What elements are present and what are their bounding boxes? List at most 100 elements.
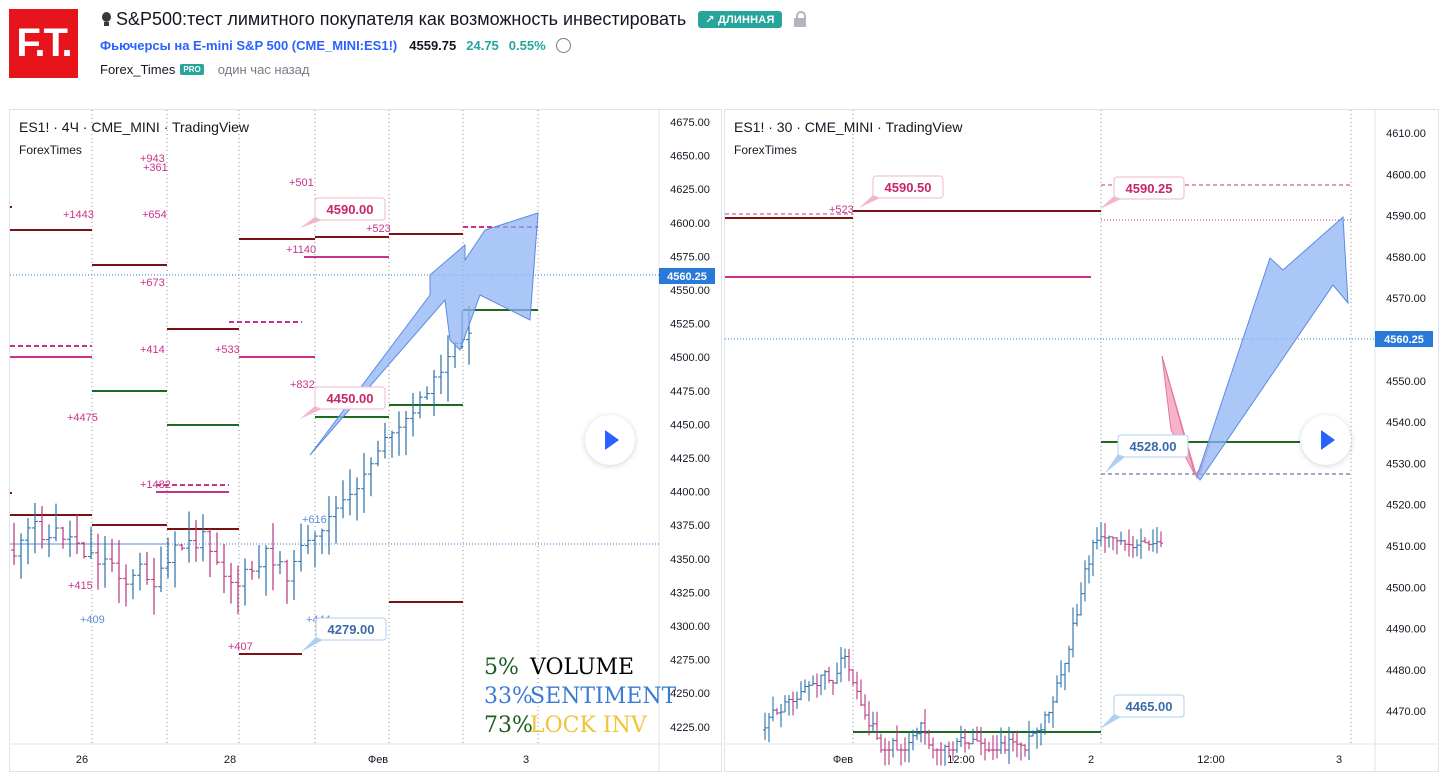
callout-4528[interactable]: 4528.00 [1105, 434, 1189, 473]
svg-text:4450.00: 4450.00 [327, 391, 374, 406]
price-tick: 4580.00 [1386, 252, 1426, 264]
svg-text:4590.00: 4590.00 [327, 202, 374, 217]
volume-label: +673 [140, 277, 165, 289]
callout-4590-25[interactable]: 4590.25 [1100, 176, 1185, 209]
volume-label: +616 [302, 514, 327, 526]
forecast-arrow-up [1196, 215, 1349, 481]
price-tick: 4500.00 [1386, 582, 1426, 594]
price-tick: 4590.00 [1386, 211, 1426, 223]
time-tick: 26 [76, 754, 88, 766]
volume-label: +654 [142, 209, 167, 221]
time-tick: Фев [368, 754, 388, 766]
forecast-arrow-up [309, 212, 539, 456]
chart-30m-legend: ES1! · 30 · CME_MINI · TradingView [734, 119, 963, 135]
svg-text:4590.50: 4590.50 [885, 180, 932, 195]
price-tick: 4550.00 [670, 285, 710, 297]
play-button-right[interactable] [1301, 415, 1351, 465]
svg-text:4465.00: 4465.00 [1126, 699, 1173, 714]
volume-label: +1443 [63, 209, 94, 221]
volume-label: +415 [68, 580, 93, 592]
symbol-change-pct: 0.55% [508, 38, 546, 53]
svg-text:4560.25: 4560.25 [667, 271, 707, 283]
symbol-row: Фьючерсы на E-mini S&P 500 (CME_MINI:ES1… [100, 38, 571, 53]
lock-icon [793, 11, 806, 27]
price-tick: 4500.00 [670, 352, 710, 364]
price-tick: 4250.00 [670, 688, 710, 700]
symbol-price: 4559.75 [409, 38, 457, 53]
volume-label: +832 [290, 379, 315, 391]
price-tick: 4540.00 [1386, 417, 1426, 429]
chart-4h[interactable]: +943 +361 +1443 +654 +501 +523 +1140 +673 +414 +5… [9, 109, 722, 772]
author-row: Forex_Times PRO один час назад [100, 62, 309, 77]
chart-30m-canvas[interactable]: 4590.50 4590.25 4528.00 4465.00 4610.00 4… [725, 110, 1438, 771]
volume-label: +361 [143, 162, 168, 174]
price-tick: 4510.00 [1386, 541, 1426, 553]
chart-4h-author: ForexTimes [19, 143, 82, 157]
price-tick: 4470.00 [1386, 706, 1426, 718]
current-price-tag [1375, 331, 1433, 347]
callout-4279[interactable]: 4279.00 [301, 617, 387, 652]
price-tick: 4520.00 [1386, 500, 1426, 512]
alarm-clock-icon[interactable] [555, 38, 571, 53]
price-tick: 4375.00 [670, 520, 710, 532]
volume-label: +1140 [286, 244, 316, 256]
price-tick: 4600.00 [670, 218, 710, 230]
callout-4590-50[interactable]: 4590.50 [859, 175, 944, 208]
time-tick: 3 [523, 754, 529, 766]
price-tick: 4490.00 [1386, 624, 1426, 636]
price-tick: 4425.00 [670, 453, 710, 465]
volume-label: +523 [366, 223, 391, 235]
price-tick: 4675.00 [670, 117, 710, 129]
volume-label: +501 [289, 177, 314, 189]
price-tick: 4275.00 [670, 655, 710, 667]
price-tick: 4575.00 [670, 251, 710, 263]
volume-label: +407 [228, 641, 253, 653]
price-tick: 4325.00 [670, 587, 710, 599]
time-tick: 12:00 [1197, 754, 1225, 766]
price-tick: 4530.00 [1386, 458, 1426, 470]
pro-badge: PRO [180, 64, 204, 75]
time-tick: 12:00 [947, 754, 975, 766]
time-tick: 2 [1088, 754, 1094, 766]
symbol-link[interactable]: Фьючерсы на E-mini S&P 500 (CME_MINI:ES1… [100, 38, 398, 53]
price-tick: 4480.00 [1386, 665, 1426, 677]
volume-label: +533 [215, 344, 240, 356]
play-button-left[interactable] [585, 415, 635, 465]
idea-title: S&P500:тест лимитного покупателя как воз… [116, 9, 687, 29]
price-tick: 4450.00 [670, 419, 710, 431]
volume-label: +1482 [140, 479, 171, 491]
time-tick: 3 [1336, 754, 1342, 766]
price-tick: 4300.00 [670, 621, 710, 633]
idea-title-row: S&P500:тест лимитного покупателя как воз… [101, 9, 806, 30]
volume-label: +4475 [67, 412, 98, 424]
chart-30m-author: ForexTimes [734, 143, 797, 157]
price-tick: 4600.00 [1386, 169, 1426, 181]
price-tick: 4525.00 [670, 319, 710, 331]
svg-text:4279.00: 4279.00 [328, 622, 375, 637]
svg-text:4590.25: 4590.25 [1126, 181, 1173, 196]
price-tick: 4610.00 [1386, 128, 1426, 140]
author-name[interactable]: Forex_Times [100, 62, 176, 77]
price-tick: 4550.00 [1386, 376, 1426, 388]
callout-4465[interactable]: 4465.00 [1100, 694, 1185, 729]
price-tick: 4625.00 [670, 184, 710, 196]
chart-30m[interactable]: 4590.50 4590.25 4528.00 4465.00 4610.00 4… [724, 109, 1439, 772]
symbol-change: 24.75 [466, 38, 499, 53]
brand-logo[interactable]: F.T. [9, 9, 78, 78]
svg-text:+523: +523 [829, 204, 854, 216]
volume-label: +414 [140, 344, 165, 356]
callout-4450[interactable]: 4450.00 [300, 386, 386, 419]
chart-4h-canvas[interactable]: +943+361 +1443 +654 +501 +523 +1140 +673 +414 +5… [10, 110, 721, 771]
stat-row-lock-inv: 73%LOCK INV [484, 713, 647, 738]
stat-row-sentiment: 33%SENTIMENT [484, 684, 677, 709]
published-time: один час назад [217, 62, 310, 77]
callout-4590[interactable]: 4590.00 [300, 197, 386, 228]
price-tick: 4225.00 [670, 722, 710, 734]
svg-text:4528.00: 4528.00 [1130, 439, 1177, 454]
volume-label: +409 [80, 614, 105, 626]
volume-label: +943 [140, 153, 165, 165]
time-tick: 28 [224, 754, 236, 766]
stat-row-volume: 5% VOLUME [484, 655, 635, 680]
price-tick: 4570.00 [1386, 293, 1426, 305]
price-tick: 4350.00 [670, 554, 710, 566]
